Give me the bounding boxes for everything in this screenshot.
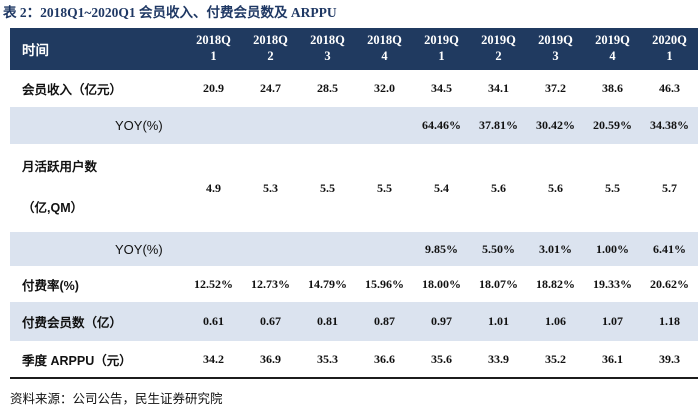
row-label: 付费会员数（亿） (22, 316, 123, 330)
table-cell: 18.07% (479, 276, 518, 291)
table-cell: 34.5 (431, 81, 452, 95)
table-cell: 37.2 (545, 81, 566, 95)
table-cell: 0.81 (317, 314, 338, 328)
table-cell: 64.46% (422, 118, 461, 132)
table-cell: 35.6 (431, 351, 452, 366)
table-row-arppu: 季度 ARPPU（元） 34.2 36.9 35.3 36.6 35.6 33.… (10, 341, 698, 377)
table-cell: 35.3 (317, 351, 338, 366)
row-label: YOY(%) (115, 241, 163, 257)
table-cell: 14.79% (308, 276, 347, 291)
table-cell: 1.07 (602, 314, 623, 328)
column-header-2019q1: 2019Q 1 (424, 33, 459, 63)
column-header-2018q2: 2018Q 2 (253, 33, 288, 63)
table-cell: 1.18 (659, 314, 680, 328)
table-cell: 0.67 (260, 314, 281, 328)
table-row-mau-yoy: YOY(%) 9.85% 5.50% 3.01% 1.00% 6.41% (10, 232, 698, 266)
table-row-mau: 月活跃用户数 （亿,QM） 4.9 5.3 5.5 5.5 5.4 5.6 5.… (10, 144, 698, 232)
table-cell: 5.7 (662, 180, 677, 195)
column-header-2018q1: 2018Q 1 (196, 33, 231, 63)
header-corner-label: 时间 (22, 43, 49, 58)
table-row-paying-members: 付费会员数（亿） 0.61 0.67 0.81 0.87 0.97 1.01 1… (10, 302, 698, 341)
table-cell: 28.5 (317, 81, 338, 95)
table-cell: 46.3 (659, 81, 680, 95)
table-cell: 9.85% (425, 241, 458, 256)
data-source-note: 资料来源：公司公告，民生证券研究院 (10, 392, 223, 406)
table-cell: 5.6 (491, 180, 506, 195)
table-cell: 20.62% (650, 276, 689, 291)
table-cell: 34.2 (203, 351, 224, 366)
table-cell: 24.7 (260, 81, 281, 95)
table-cell: 20.59% (593, 118, 632, 132)
table-cell: 34.38% (650, 118, 689, 132)
column-header-2020q1: 2020Q 1 (652, 33, 687, 63)
table-cell: 5.6 (548, 180, 563, 195)
row-label: YOY(%) (115, 118, 163, 133)
column-header-2018q3: 2018Q 3 (310, 33, 345, 63)
column-header-2019q2: 2019Q 2 (481, 33, 516, 63)
table-cell: 33.9 (488, 351, 509, 366)
table-cell: 18.00% (422, 276, 461, 291)
table-cell: 5.5 (605, 180, 620, 195)
table-cell: 5.4 (434, 180, 449, 195)
table-cell: 34.1 (488, 81, 509, 95)
table-cell: 1.00% (596, 241, 629, 256)
table-cell: 36.6 (374, 351, 395, 366)
table-cell: 0.97 (431, 314, 452, 328)
table-cell: 30.42% (536, 118, 575, 132)
row-label: 付费率(%) (22, 278, 79, 293)
table-cell: 35.2 (545, 351, 566, 366)
table-cell: 12.52% (194, 276, 233, 291)
table-cell: 20.9 (203, 81, 224, 95)
table-cell: 5.50% (482, 241, 515, 256)
table-row-revenue-yoy: YOY(%) 64.46% 37.81% 30.42% 20.59% 34.38… (10, 107, 698, 144)
table-title: 表 2：2018Q1~2020Q1 会员收入、付费会员数及 ARPPU (3, 5, 337, 20)
table-cell: 39.3 (659, 351, 680, 366)
column-header-2018q4: 2018Q 4 (367, 33, 402, 63)
table-cell: 12.73% (251, 276, 290, 291)
table-cell: 5.5 (377, 180, 392, 195)
column-header-2019q4: 2019Q 4 (595, 33, 630, 63)
table-cell: 0.61 (203, 314, 224, 328)
row-label: 月活跃用户数 （亿,QM） (22, 160, 98, 215)
table-cell: 1.01 (488, 314, 509, 328)
table-cell: 18.82% (536, 276, 575, 291)
table-cell: 38.6 (602, 81, 623, 95)
table-cell: 1.06 (545, 314, 566, 328)
table-cell: 5.5 (320, 180, 335, 195)
table-cell: 36.1 (602, 351, 623, 366)
table-cell: 37.81% (479, 118, 518, 132)
column-header-2019q3: 2019Q 3 (538, 33, 573, 63)
data-table: 时间 2018Q 1 2018Q 2 2018Q 3 2018Q 4 2019Q 1 20… (10, 28, 698, 379)
table-cell: 3.01% (539, 241, 572, 256)
table-header-row: 时间 2018Q 1 2018Q 2 2018Q 3 2018Q 4 2019Q 1 20… (10, 28, 698, 70)
row-label: 季度 ARPPU（元） (22, 353, 132, 368)
table-cell: 19.33% (593, 276, 632, 291)
table-cell: 15.96% (365, 276, 404, 291)
table-row-member-revenue: 会员收入（亿元） 20.9 24.7 28.5 32.0 34.5 34.1 3… (10, 70, 698, 107)
table-cell: 6.41% (653, 241, 686, 256)
table-cell: 32.0 (374, 81, 395, 95)
table-cell: 0.87 (374, 314, 395, 328)
row-label: 会员收入（亿元） (22, 83, 123, 97)
table-cell: 36.9 (260, 351, 281, 366)
table-row-paying-ratio: 付费率(%) 12.52% 12.73% 14.79% 15.96% 18.00… (10, 266, 698, 302)
table-cell: 5.3 (263, 180, 278, 195)
table-cell: 4.9 (206, 180, 221, 195)
